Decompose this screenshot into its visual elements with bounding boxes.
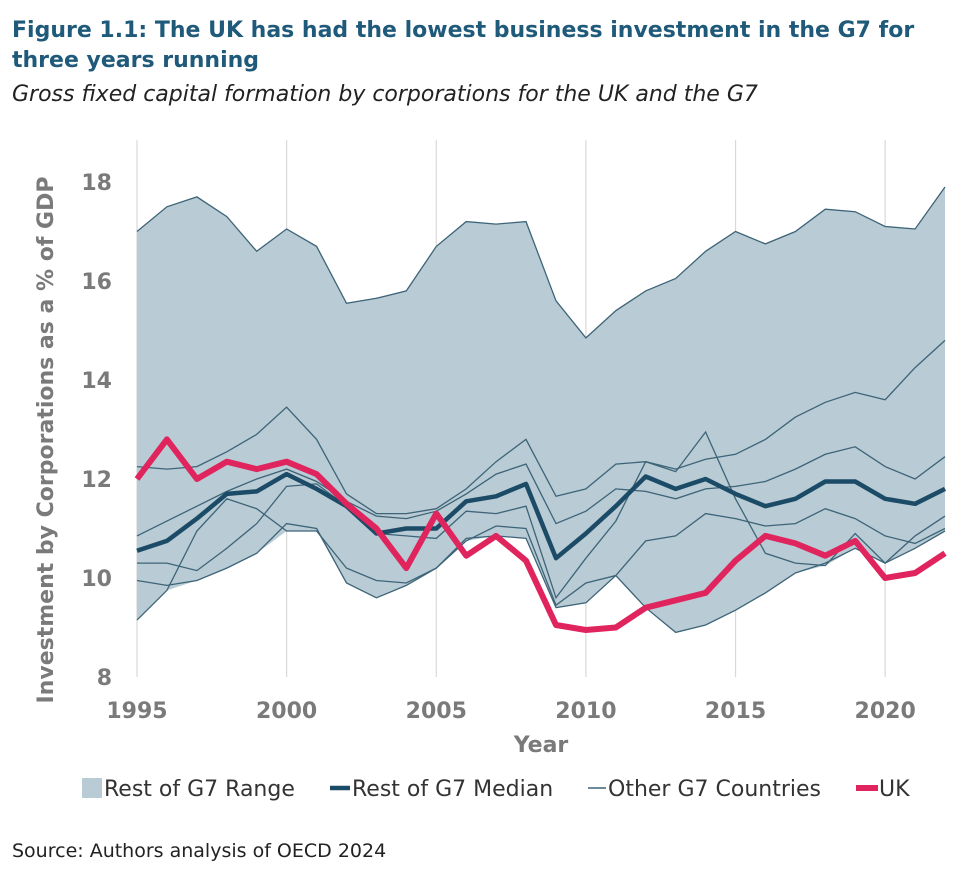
- y-tick-label: 18: [81, 171, 112, 196]
- uk-line: [134, 436, 947, 633]
- x-tick-label: 2015: [705, 699, 766, 724]
- legend-label-uk: UK: [879, 777, 910, 802]
- other-country-line: [136, 186, 946, 339]
- y-tick-label: 8: [97, 666, 112, 691]
- other-country-line: [136, 446, 946, 537]
- x-tick-label: 2005: [406, 699, 467, 724]
- other-country-line: [136, 522, 946, 634]
- x-tick-label: 2000: [256, 699, 317, 724]
- legend: Rest of G7 Range Rest of G7 Median Other…: [82, 777, 910, 802]
- y-tick-label: 12: [81, 468, 112, 493]
- source-note: Source: Authors analysis of OECD 2024: [12, 840, 387, 862]
- other-country-line: [136, 498, 946, 621]
- legend-swatch-range: [82, 778, 102, 798]
- y-tick-label: 16: [81, 270, 112, 295]
- y-axis-label: Investment by Corporations as a % of GDP: [34, 176, 59, 703]
- legend-label-other: Other G7 Countries: [608, 777, 821, 802]
- legend-label-range: Rest of G7 Range: [104, 777, 295, 802]
- chart-subtitle: Gross fixed capital formation by corpora…: [12, 82, 758, 107]
- other-country-line: [137, 430, 946, 600]
- x-tick-label: 2010: [555, 699, 616, 724]
- legend-label-median: Rest of G7 Median: [352, 777, 553, 802]
- chart-title: Figure 1.1: The UK has had the lowest bu…: [12, 18, 915, 73]
- other-country-line: [136, 339, 946, 515]
- median-line: [136, 471, 947, 561]
- y-tick-label: 14: [81, 369, 112, 394]
- x-axis-label: Year: [513, 733, 569, 758]
- y-tick-label: 10: [81, 567, 112, 592]
- x-tick-label: 1995: [106, 699, 167, 724]
- x-tick-label: 2020: [855, 699, 916, 724]
